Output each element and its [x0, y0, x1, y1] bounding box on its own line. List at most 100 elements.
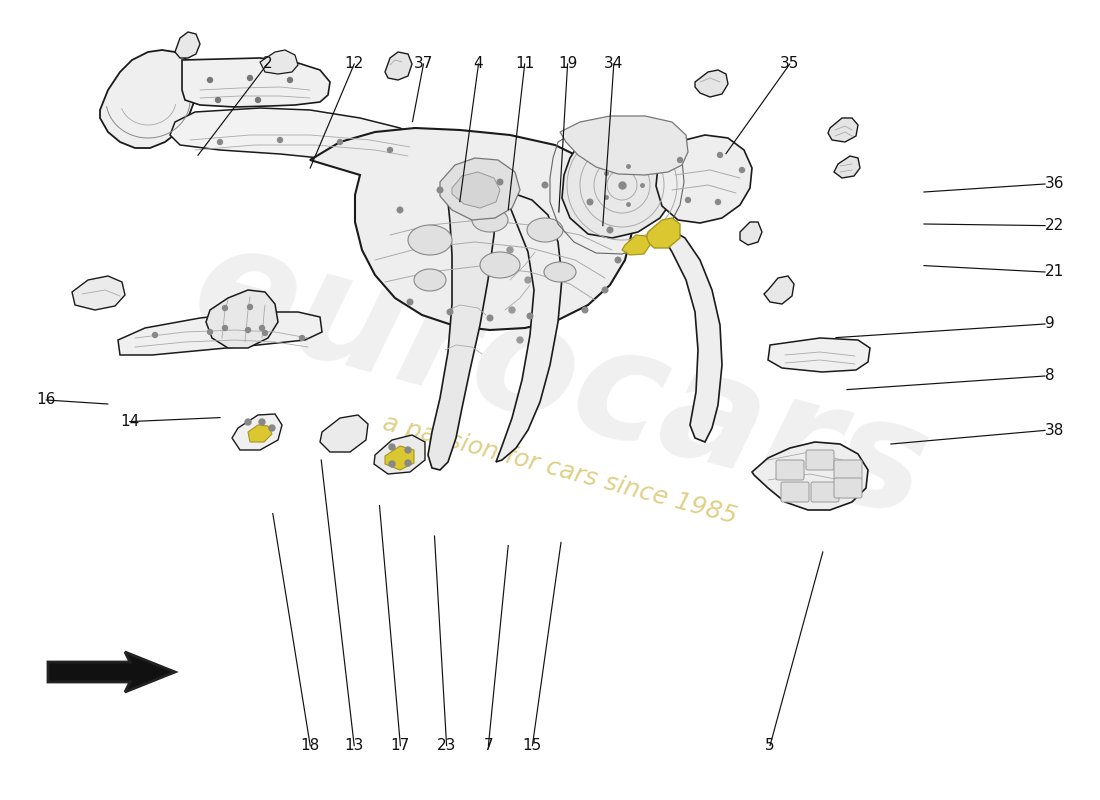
- Polygon shape: [232, 414, 282, 450]
- Circle shape: [397, 207, 403, 213]
- Circle shape: [389, 461, 395, 467]
- Circle shape: [542, 182, 548, 188]
- Polygon shape: [621, 235, 650, 255]
- Polygon shape: [385, 446, 414, 470]
- Polygon shape: [740, 222, 762, 245]
- Circle shape: [216, 98, 220, 102]
- Circle shape: [517, 337, 522, 343]
- Polygon shape: [834, 156, 860, 178]
- Polygon shape: [768, 338, 870, 372]
- Text: 5: 5: [766, 738, 774, 753]
- Text: 16: 16: [36, 393, 56, 407]
- Text: a passion for cars since 1985: a passion for cars since 1985: [381, 411, 740, 529]
- Polygon shape: [175, 32, 200, 58]
- FancyBboxPatch shape: [834, 460, 862, 480]
- Text: 22: 22: [1045, 218, 1065, 233]
- Circle shape: [602, 287, 608, 293]
- Circle shape: [497, 179, 503, 185]
- Text: 13: 13: [344, 738, 364, 753]
- Circle shape: [299, 335, 305, 341]
- Circle shape: [487, 315, 493, 321]
- Polygon shape: [428, 170, 496, 470]
- Polygon shape: [170, 108, 422, 162]
- Polygon shape: [118, 312, 322, 355]
- Text: 35: 35: [780, 57, 800, 71]
- Polygon shape: [310, 128, 632, 330]
- Circle shape: [287, 78, 293, 82]
- Circle shape: [248, 75, 253, 81]
- Text: eurocars: eurocars: [177, 210, 943, 550]
- Circle shape: [587, 199, 593, 205]
- Circle shape: [685, 198, 691, 202]
- Circle shape: [448, 309, 453, 314]
- Text: 4: 4: [474, 57, 483, 71]
- FancyBboxPatch shape: [781, 482, 808, 502]
- Circle shape: [405, 460, 411, 466]
- Polygon shape: [248, 425, 272, 442]
- Polygon shape: [752, 442, 868, 510]
- Circle shape: [509, 307, 515, 313]
- Circle shape: [245, 419, 251, 425]
- Circle shape: [387, 147, 393, 153]
- Ellipse shape: [527, 218, 563, 242]
- Polygon shape: [656, 135, 752, 223]
- Polygon shape: [764, 276, 794, 304]
- Circle shape: [260, 326, 264, 330]
- Polygon shape: [496, 195, 562, 462]
- Text: 17: 17: [390, 738, 410, 753]
- Circle shape: [717, 153, 723, 158]
- Ellipse shape: [408, 225, 452, 255]
- Text: 7: 7: [484, 738, 493, 753]
- FancyBboxPatch shape: [776, 460, 804, 480]
- Circle shape: [405, 447, 411, 453]
- FancyBboxPatch shape: [834, 478, 862, 498]
- Text: 11: 11: [515, 57, 535, 71]
- Text: 9: 9: [1045, 317, 1055, 331]
- Circle shape: [245, 327, 251, 333]
- Polygon shape: [560, 116, 688, 175]
- Circle shape: [153, 333, 157, 338]
- Polygon shape: [440, 158, 520, 220]
- Polygon shape: [100, 50, 196, 148]
- Text: 15: 15: [522, 738, 542, 753]
- Circle shape: [208, 78, 212, 82]
- Ellipse shape: [414, 269, 446, 291]
- Polygon shape: [646, 218, 680, 248]
- Text: 36: 36: [1045, 177, 1065, 191]
- Ellipse shape: [472, 208, 508, 232]
- Polygon shape: [452, 172, 500, 208]
- Circle shape: [222, 326, 228, 330]
- Circle shape: [582, 307, 587, 313]
- Polygon shape: [828, 118, 858, 142]
- Circle shape: [407, 299, 412, 305]
- Text: 19: 19: [558, 57, 578, 71]
- Circle shape: [208, 330, 212, 334]
- Polygon shape: [206, 290, 278, 348]
- Text: 8: 8: [1045, 369, 1055, 383]
- Circle shape: [218, 139, 222, 145]
- Circle shape: [277, 138, 283, 142]
- Circle shape: [525, 277, 531, 283]
- Circle shape: [678, 158, 682, 162]
- Polygon shape: [182, 58, 330, 107]
- Circle shape: [270, 425, 275, 431]
- Text: 2: 2: [263, 57, 272, 71]
- Text: 38: 38: [1045, 423, 1065, 438]
- Ellipse shape: [480, 252, 520, 278]
- Circle shape: [739, 167, 745, 173]
- Circle shape: [222, 306, 228, 310]
- Text: 21: 21: [1045, 265, 1065, 279]
- Circle shape: [255, 98, 261, 102]
- Polygon shape: [385, 52, 412, 80]
- Text: 23: 23: [437, 738, 456, 753]
- Polygon shape: [374, 435, 425, 474]
- Polygon shape: [72, 276, 125, 310]
- Circle shape: [615, 258, 620, 262]
- Polygon shape: [562, 134, 678, 238]
- Text: 14: 14: [120, 414, 140, 429]
- Polygon shape: [48, 652, 175, 692]
- Polygon shape: [695, 70, 728, 97]
- Polygon shape: [320, 415, 368, 452]
- Text: 34: 34: [604, 57, 624, 71]
- Text: 12: 12: [344, 57, 364, 71]
